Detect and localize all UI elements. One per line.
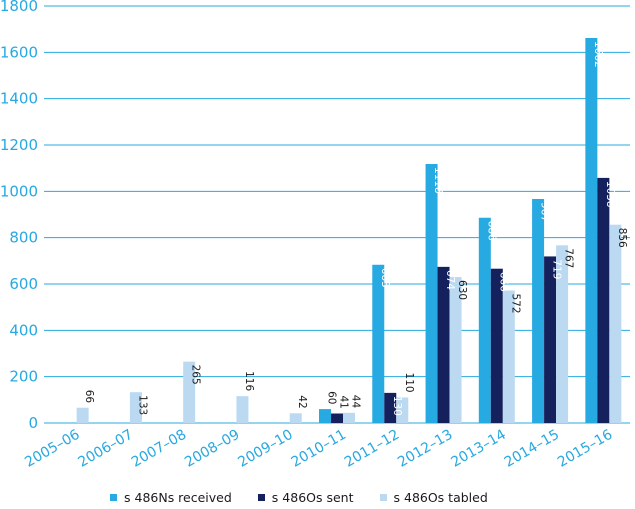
legend-label-received: s 486Ns received xyxy=(124,489,232,505)
bar-received xyxy=(425,163,438,423)
y-tick-label: 1600 xyxy=(0,43,38,61)
y-tick-label: 600 xyxy=(9,275,38,293)
data-label: 683 xyxy=(379,268,391,288)
data-label: 967 xyxy=(539,202,551,222)
x-tick-label: 2011–12 xyxy=(342,427,402,471)
data-label: 572 xyxy=(509,293,521,313)
x-tick-label: 2009–10 xyxy=(235,427,295,471)
bar-tabled xyxy=(396,397,409,423)
legend-swatch-sent xyxy=(257,493,265,501)
bar-sent xyxy=(437,266,450,423)
bar-sent xyxy=(544,256,557,423)
x-tick-label: 2006–07 xyxy=(76,427,136,471)
x-tick-label: 2013–14 xyxy=(448,427,508,471)
bar-tabled xyxy=(76,407,89,423)
bar-tabled xyxy=(289,413,302,423)
y-tick-label: 200 xyxy=(9,368,38,386)
legend-swatch-tabled xyxy=(379,493,387,501)
legend: s 486Ns received s 486Os sent s 486Os ta… xyxy=(110,487,610,507)
x-tick-label: 2014–15 xyxy=(502,427,562,471)
data-label: 719 xyxy=(551,259,563,279)
legend-item-sent: s 486Os sent xyxy=(257,489,354,505)
legend-label-tabled: s 486Os tabled xyxy=(393,489,488,505)
y-tick-label: 1400 xyxy=(0,90,38,108)
y-tick-label: 0 xyxy=(28,414,38,432)
data-label: 886 xyxy=(485,221,497,241)
data-label: 116 xyxy=(243,371,255,391)
bar-tabled xyxy=(556,245,569,423)
data-label: 1662 xyxy=(592,41,604,68)
bar-tabled xyxy=(449,277,462,423)
bar-received xyxy=(478,217,491,423)
data-label: 666 xyxy=(497,272,509,292)
bar-tabled xyxy=(502,290,515,423)
x-tick-label: 2005–06 xyxy=(22,427,82,471)
data-label: 66 xyxy=(83,390,95,404)
data-label: 265 xyxy=(190,365,202,385)
data-label: 41 xyxy=(338,396,350,409)
data-label: 767 xyxy=(563,248,575,268)
bar-sent xyxy=(597,177,610,423)
x-tick-label: 2015–16 xyxy=(555,427,615,471)
legend-swatch-received xyxy=(110,493,117,501)
data-label: 60 xyxy=(326,391,338,404)
x-tick-label: 2012–13 xyxy=(395,427,455,471)
data-label: 130 xyxy=(391,396,403,416)
y-tick-label: 1800 xyxy=(0,0,38,15)
gridlines xyxy=(44,5,630,424)
bar-tabled xyxy=(183,361,196,423)
legend-label-sent: s 486Os sent xyxy=(271,489,354,505)
bar-tabled xyxy=(236,396,249,423)
y-tick-label: 400 xyxy=(9,321,38,339)
bar-received xyxy=(585,37,598,423)
x-axis-ticks: 2005–062006–072007–082008–092009–102010–… xyxy=(22,427,615,471)
bar-received xyxy=(372,264,385,423)
bar-tabled xyxy=(129,392,142,423)
y-tick-label: 1000 xyxy=(0,182,38,200)
bar-sent xyxy=(331,413,343,423)
data-label: 630 xyxy=(456,280,468,300)
bar-tabled xyxy=(343,412,355,423)
data-label: 110 xyxy=(403,373,415,393)
bars xyxy=(76,37,622,423)
data-label: 42 xyxy=(296,395,308,408)
bar-received xyxy=(532,198,545,423)
bar-received xyxy=(319,409,331,423)
data-label: 1118 xyxy=(432,167,444,194)
bar-sent xyxy=(490,268,503,423)
bar-sent xyxy=(384,392,397,423)
y-tick-label: 800 xyxy=(9,229,38,247)
y-tick-label: 1200 xyxy=(0,136,38,154)
x-tick-label: 2008–09 xyxy=(182,427,242,471)
bar-tabled xyxy=(609,224,622,423)
data-label: 44 xyxy=(350,395,362,409)
data-label: 1058 xyxy=(604,181,616,208)
legend-item-tabled: s 486Os tabled xyxy=(379,489,488,505)
data-label: 674 xyxy=(444,270,456,290)
x-tick-label: 2007–08 xyxy=(129,427,189,471)
y-axis-ticks: 0 200 400 600 800 1000 1200 1400 1600 1800 xyxy=(0,0,38,432)
data-label: 856 xyxy=(616,228,628,248)
legend-item-received: s 486Ns received xyxy=(110,490,232,505)
x-tick-label: 2010–11 xyxy=(289,427,349,471)
data-label: 133 xyxy=(136,395,148,415)
